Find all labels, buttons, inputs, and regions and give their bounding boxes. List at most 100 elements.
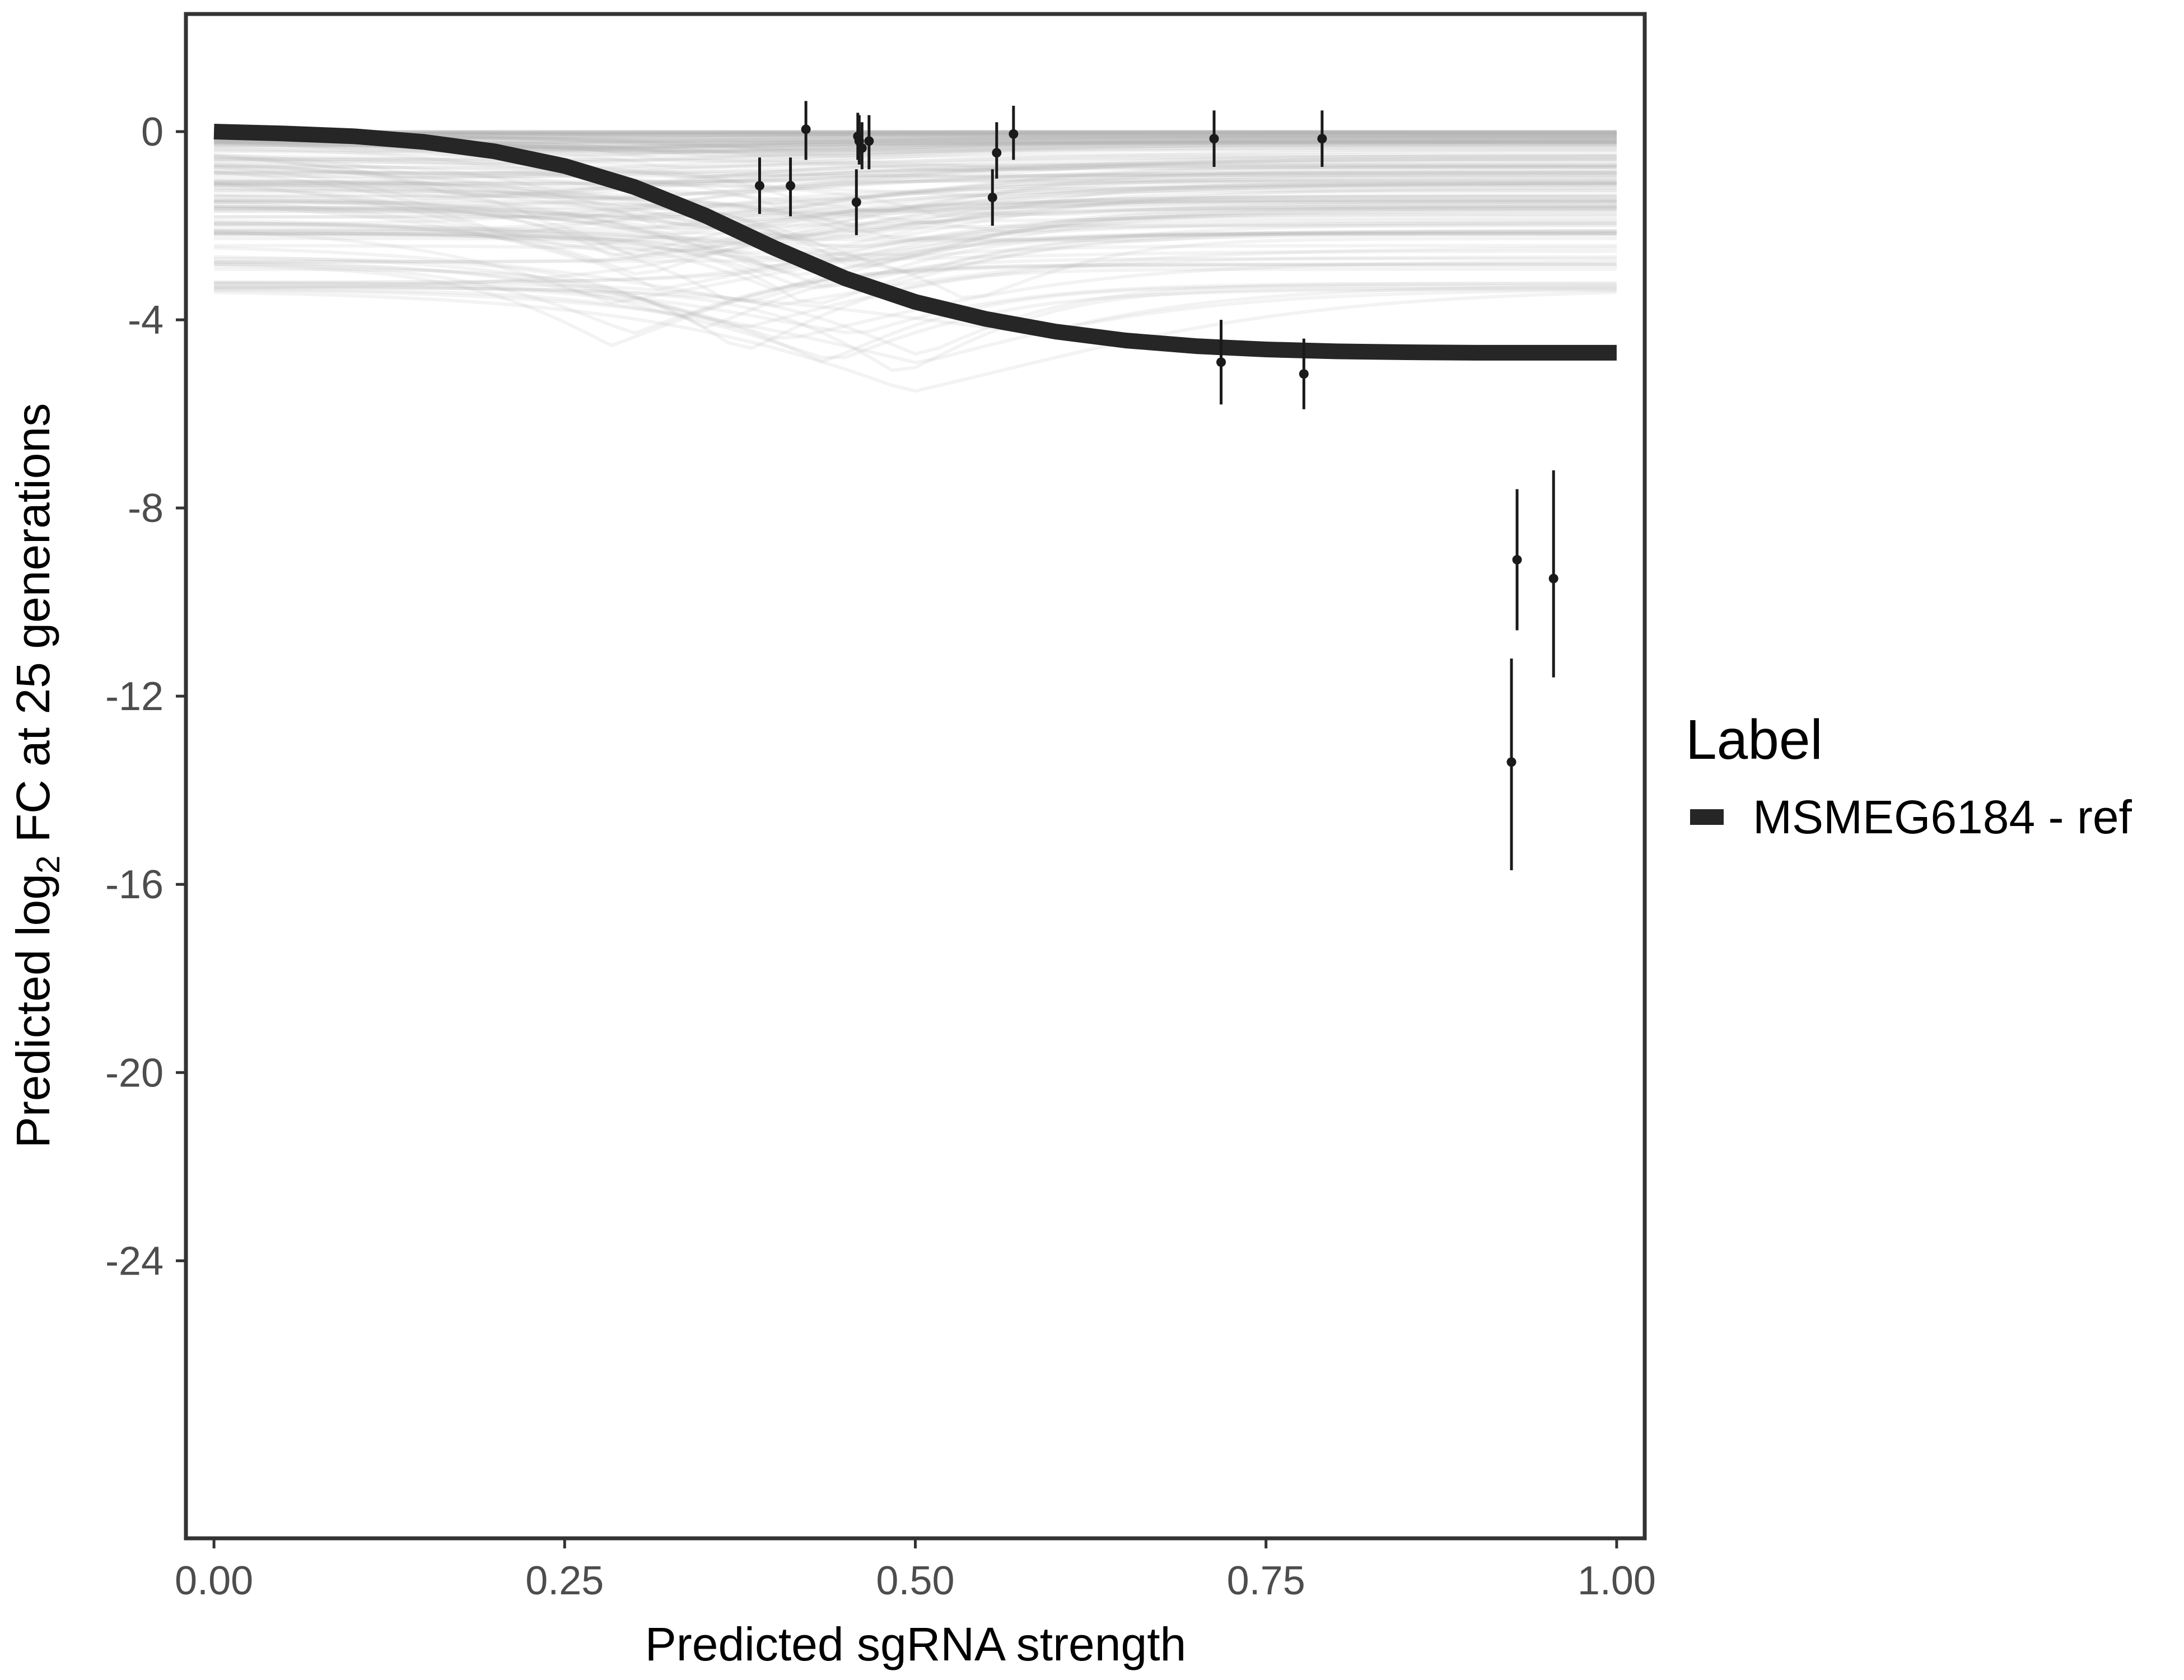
posterior-line bbox=[214, 219, 1617, 291]
posterior-line bbox=[214, 229, 1617, 243]
posterior-line bbox=[213, 186, 1617, 235]
posterior-line bbox=[214, 134, 1617, 143]
data-point bbox=[754, 181, 764, 191]
posterior-line bbox=[214, 171, 1617, 212]
posterior-line bbox=[214, 193, 1617, 240]
posterior-line bbox=[214, 181, 1617, 227]
data-point bbox=[1317, 134, 1327, 144]
x-tick-label: 1.00 bbox=[1578, 1558, 1656, 1603]
posterior-line bbox=[214, 162, 1617, 193]
data-point bbox=[1512, 555, 1522, 565]
legend-title: Label bbox=[1686, 708, 1823, 771]
posterior-line bbox=[214, 230, 1617, 303]
posterior-line bbox=[214, 131, 1617, 136]
posterior-line bbox=[214, 207, 1617, 239]
posterior-line bbox=[214, 163, 1617, 197]
posterior-line bbox=[214, 195, 1617, 235]
posterior-line bbox=[214, 216, 1617, 231]
posterior-line bbox=[214, 157, 1617, 174]
posterior-line bbox=[213, 230, 1617, 305]
posterior-line bbox=[214, 232, 1617, 242]
posterior-line bbox=[214, 132, 1617, 138]
posterior-line bbox=[214, 176, 1617, 290]
posterior-line bbox=[214, 133, 1617, 140]
posterior-line bbox=[213, 181, 1617, 230]
posterior-line bbox=[214, 130, 1617, 134]
fit-line-layer bbox=[213, 124, 1617, 361]
posterior-line bbox=[214, 131, 1617, 137]
posterior-line bbox=[214, 204, 1617, 268]
data-point bbox=[864, 136, 874, 146]
x-tick-label: 0.50 bbox=[876, 1558, 954, 1603]
data-point bbox=[1009, 129, 1019, 139]
posterior-line bbox=[214, 181, 1617, 218]
posterior-line bbox=[214, 179, 1617, 217]
posterior-line bbox=[214, 164, 1617, 196]
data-point bbox=[992, 148, 1002, 158]
data-point bbox=[857, 143, 867, 153]
posterior-line bbox=[214, 170, 1617, 207]
posterior-line bbox=[214, 130, 1617, 134]
posterior-line bbox=[214, 131, 1617, 136]
x-axis-title: Predicted sgRNA strength bbox=[645, 1618, 1187, 1670]
posterior-line bbox=[214, 183, 1617, 230]
posterior-line bbox=[213, 154, 1617, 180]
posterior-line bbox=[214, 233, 1617, 287]
x-tick-label: 0.00 bbox=[175, 1558, 253, 1603]
posterior-line bbox=[214, 264, 1617, 348]
posterior-line bbox=[214, 173, 1617, 178]
posterior-line bbox=[214, 199, 1617, 249]
posterior-line bbox=[214, 198, 1617, 247]
posterior-line bbox=[214, 282, 1617, 356]
posterior-line bbox=[214, 231, 1617, 305]
legend-key-fit-line bbox=[1690, 809, 1724, 825]
posterior-line bbox=[213, 153, 1617, 177]
data-point bbox=[786, 181, 796, 191]
posterior-line bbox=[214, 189, 1617, 244]
posterior-line bbox=[214, 132, 1617, 138]
posterior-line bbox=[214, 288, 1617, 360]
posterior-line bbox=[213, 170, 1617, 209]
y-tick-label: -4 bbox=[128, 298, 164, 343]
legend: Label MSMEG6184 - ref bbox=[1686, 708, 2132, 843]
y-tick-label: -20 bbox=[105, 1051, 164, 1095]
posterior-line bbox=[214, 209, 1617, 263]
posterior-line bbox=[214, 131, 1617, 137]
posterior-line bbox=[214, 267, 1617, 351]
y-tick-label: -24 bbox=[105, 1239, 164, 1284]
data-point bbox=[987, 193, 997, 203]
posterior-line bbox=[213, 155, 1617, 180]
posterior-line bbox=[214, 222, 1617, 290]
posterior-line bbox=[214, 186, 1617, 230]
posterior-line bbox=[214, 134, 1617, 142]
data-point bbox=[1548, 573, 1558, 584]
posterior-line bbox=[214, 175, 1617, 226]
posterior-line bbox=[214, 207, 1617, 269]
posterior-line bbox=[214, 157, 1617, 172]
posterior-line bbox=[214, 169, 1617, 207]
posterior-line bbox=[213, 200, 1617, 248]
posterior-line bbox=[214, 132, 1617, 138]
posterior-line bbox=[214, 142, 1617, 158]
posterior-line bbox=[214, 150, 1617, 169]
posterior-line bbox=[214, 209, 1617, 277]
posterior-line bbox=[214, 158, 1617, 186]
posterior-line bbox=[214, 147, 1617, 166]
data-point bbox=[1216, 357, 1226, 367]
fit-line bbox=[213, 124, 1617, 361]
posterior-line bbox=[214, 156, 1617, 185]
posterior-line bbox=[214, 288, 1617, 365]
posterior-line bbox=[214, 164, 1617, 198]
posterior-line bbox=[214, 171, 1617, 219]
posterior-line bbox=[214, 257, 1617, 329]
posterior-line bbox=[214, 183, 1617, 213]
y-tick-label: 0 bbox=[141, 110, 164, 155]
points-layer bbox=[754, 101, 1558, 871]
posterior-line bbox=[214, 198, 1617, 258]
posterior-line bbox=[214, 207, 1617, 271]
posterior-line bbox=[214, 181, 1617, 199]
y-tick-label: -12 bbox=[105, 674, 164, 719]
posterior-line bbox=[214, 134, 1617, 142]
x-tick-label: 0.75 bbox=[1227, 1558, 1305, 1603]
